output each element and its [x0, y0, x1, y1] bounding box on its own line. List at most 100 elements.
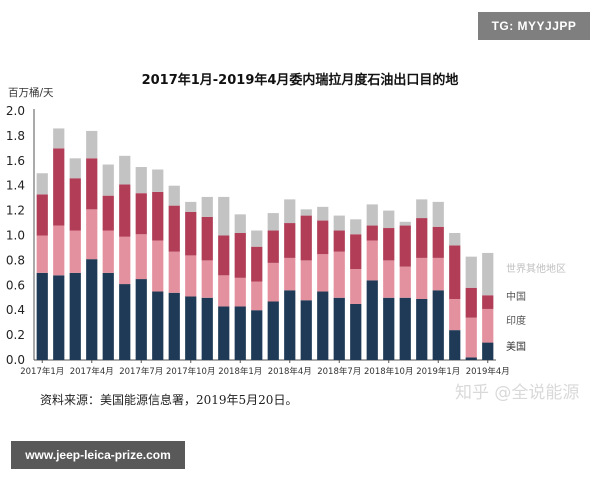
bar-segment-us: [449, 330, 461, 360]
x-tick-label: 2019年4月: [466, 366, 510, 377]
x-tick-label: 2017年7月: [119, 366, 163, 377]
bar-segment-china: [284, 223, 296, 258]
bar-segment-us: [185, 296, 197, 360]
bar-segment-us: [465, 357, 477, 360]
x-tick-label: 2018年4月: [268, 366, 312, 377]
bar-segment-china: [432, 226, 444, 258]
bar-segment-india: [251, 281, 263, 311]
bar-segment-other: [300, 209, 312, 216]
bar-segment-china: [399, 225, 411, 267]
bar-segment-china: [234, 233, 246, 278]
bar-segment-other: [333, 215, 345, 231]
bar-segment-china: [168, 205, 180, 252]
legend-label-other: 世界其他地区: [506, 262, 566, 275]
legend-label-china: 中国: [506, 290, 526, 303]
bar-segment-other: [53, 128, 65, 149]
bar-segment-us: [201, 297, 213, 360]
bar-segment-us: [69, 272, 81, 360]
bar-segment-us: [317, 291, 329, 360]
bar-segment-us: [218, 306, 230, 360]
bar-segment-india: [432, 257, 444, 291]
bar-segment-india: [152, 240, 164, 292]
bar-segment-china: [135, 193, 147, 235]
bar-segment-china: [119, 184, 131, 237]
y-tick-label: 1.2: [6, 204, 25, 218]
y-tick-label: 0.8: [6, 253, 25, 267]
bar-segment-other: [185, 201, 197, 212]
y-axis-label: 百万桶/天: [8, 86, 54, 99]
y-tick-label: 1.6: [6, 154, 25, 168]
bar-segment-us: [482, 342, 494, 360]
bar-segment-india: [317, 254, 329, 292]
y-tick-label: 0.2: [6, 328, 25, 342]
bar-segment-other: [350, 219, 362, 235]
y-tick-label: 0.4: [6, 303, 25, 317]
bar-segment-us: [251, 310, 263, 360]
bar-segment-india: [119, 236, 131, 285]
bar-segment-us: [284, 290, 296, 360]
bar-segment-china: [383, 228, 395, 261]
bar-segment-china: [69, 178, 81, 231]
bar-segment-india: [449, 299, 461, 331]
bar-segment-us: [432, 290, 444, 360]
x-tick-label: 2018年1月: [218, 366, 262, 377]
bar-segment-china: [366, 225, 378, 241]
bar-segment-other: [416, 199, 428, 219]
bar-segment-india: [465, 317, 477, 358]
bar-segment-us: [119, 284, 131, 360]
bar-segment-other: [251, 230, 263, 247]
bar-segment-china: [36, 194, 48, 236]
y-tick-label: 1.4: [6, 179, 25, 193]
bar-segment-other: [449, 233, 461, 246]
bar-segment-other: [36, 173, 48, 195]
bar-segment-other: [482, 252, 494, 296]
bar-segment-other: [284, 199, 296, 224]
website-url-link[interactable]: www.jeep-leica-prize.com: [11, 441, 185, 469]
bar-segment-china: [482, 295, 494, 309]
bar-segment-china: [333, 230, 345, 252]
bar-segment-china: [218, 235, 230, 276]
bar-segment-us: [152, 291, 164, 360]
bar-segment-china: [465, 287, 477, 318]
x-tick-label: 2018年10月: [364, 366, 413, 377]
bar-segment-china: [152, 191, 164, 241]
bar-segment-china: [102, 195, 114, 231]
bar-segment-india: [284, 257, 296, 291]
bar-segment-us: [102, 272, 114, 360]
bar-segment-us: [36, 272, 48, 360]
x-tick-label: 2019年1月: [416, 366, 460, 377]
bar-segment-india: [366, 240, 378, 281]
y-tick-label: 2.0: [6, 104, 25, 118]
bar-segment-other: [432, 201, 444, 227]
bar-segment-us: [300, 300, 312, 360]
bar-segment-india: [416, 257, 428, 299]
bar-segment-india: [350, 269, 362, 304]
bar-segment-us: [267, 301, 279, 360]
legend-label-us: 美国: [506, 340, 526, 353]
bar-segment-india: [482, 308, 494, 343]
bar-segment-india: [185, 255, 197, 297]
bar-segment-other: [168, 185, 180, 206]
bar-segment-us: [168, 292, 180, 360]
bar-segment-other: [317, 206, 329, 221]
legend-label-india: 印度: [506, 314, 526, 327]
bar-segment-other: [201, 196, 213, 217]
bar-segment-india: [333, 251, 345, 298]
bar-segment-india: [383, 260, 395, 298]
x-tick-label: 2017年4月: [70, 366, 114, 377]
bar-segment-india: [53, 225, 65, 276]
zhihu-watermark: 知乎 @全说能源: [455, 383, 580, 403]
bar-segment-china: [350, 234, 362, 270]
bar-segment-india: [69, 230, 81, 273]
bar-segment-india: [86, 209, 98, 260]
bar-segment-india: [36, 235, 48, 273]
bar-segment-india: [267, 262, 279, 302]
bar-segment-other: [102, 164, 114, 196]
bar-segment-china: [416, 218, 428, 258]
bar-segment-other: [69, 158, 81, 179]
bar-segment-us: [234, 306, 246, 360]
bar-segment-china: [86, 158, 98, 210]
bar-segment-other: [399, 221, 411, 226]
bar-segment-india: [168, 251, 180, 293]
